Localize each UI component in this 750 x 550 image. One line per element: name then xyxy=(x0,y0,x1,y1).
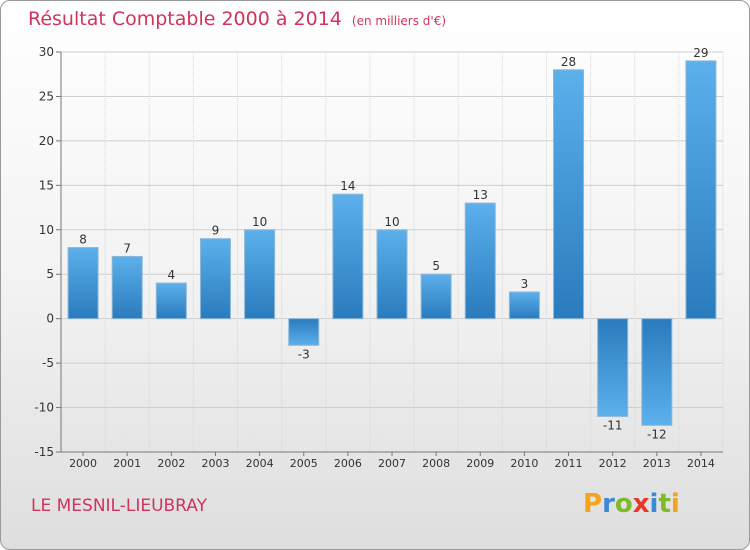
data-label-2008: 5 xyxy=(432,259,440,273)
bar-2007[interactable] xyxy=(376,229,408,320)
chart-title: Résultat Comptable 2000 à 2014 (en millie… xyxy=(28,8,446,30)
y-tick-label: 25 xyxy=(39,89,54,103)
bar-2014[interactable] xyxy=(685,60,717,320)
x-tick-label-2013: 2013 xyxy=(643,457,671,470)
y-tick-label: 15 xyxy=(39,178,54,192)
x-tick-label-2002: 2002 xyxy=(157,457,185,470)
bar-2000[interactable] xyxy=(67,247,99,320)
logo-letter: P xyxy=(583,489,603,519)
x-tick-label-2012: 2012 xyxy=(599,457,627,470)
y-tick-label: -15 xyxy=(34,445,54,459)
x-tick-label-2000: 2000 xyxy=(69,457,97,470)
y-tick-label: 5 xyxy=(46,267,54,281)
x-tick-label-2005: 2005 xyxy=(290,457,318,470)
logo-letter: t xyxy=(658,489,671,519)
logo-letter: o xyxy=(614,489,633,519)
location-label: LE MESNIL-LIEUBRAY xyxy=(31,496,208,516)
chart-title-text: Résultat Comptable 2000 à 2014 xyxy=(28,8,342,30)
x-tick-label-2011: 2011 xyxy=(555,457,583,470)
y-tick-label: -5 xyxy=(42,356,54,370)
data-label-2007: 10 xyxy=(384,215,399,229)
data-label-2013: -12 xyxy=(647,427,667,441)
bar-2013[interactable] xyxy=(641,318,673,426)
data-label-2006: 14 xyxy=(340,179,355,193)
data-label-2004: 10 xyxy=(252,215,267,229)
data-label-2005: -3 xyxy=(298,347,310,361)
data-label-2014: 29 xyxy=(693,46,708,60)
proxiti-logo[interactable]: Proxiti xyxy=(583,489,680,519)
x-tick-label-2007: 2007 xyxy=(378,457,406,470)
data-labels: 8 7 4 9 10 -3 14 10 5 13 3 28 -11 -12 29 xyxy=(79,46,708,441)
x-tick-label-2008: 2008 xyxy=(422,457,450,470)
logo-letter: i xyxy=(649,489,659,519)
x-tick-label-2003: 2003 xyxy=(201,457,229,470)
bar-2006[interactable] xyxy=(332,193,364,320)
logo-letter: r xyxy=(602,489,615,519)
y-tick-label: 10 xyxy=(39,223,54,237)
bar-2009[interactable] xyxy=(464,202,496,320)
bar-2005[interactable] xyxy=(288,318,320,346)
bar-2008[interactable] xyxy=(420,273,452,320)
data-label-2011: 28 xyxy=(561,55,576,69)
data-label-2009: 13 xyxy=(473,188,488,202)
axes: 30 25 20 15 10 5 0 -5 -10 -15 2000 2001 2002 2003 2004… xyxy=(34,45,723,470)
bar-2003[interactable] xyxy=(199,238,231,320)
bar-2012[interactable] xyxy=(597,318,629,417)
logo-letter: x xyxy=(632,489,650,519)
data-label-2010: 3 xyxy=(521,277,529,291)
x-tick-label-2010: 2010 xyxy=(510,457,538,470)
logo-letter: i xyxy=(670,489,680,519)
y-tick-label: 30 xyxy=(39,45,54,59)
data-label-2000: 8 xyxy=(79,233,87,247)
x-tick-label-2006: 2006 xyxy=(334,457,362,470)
data-label-2012: -11 xyxy=(603,418,623,432)
chart-subtitle: (en milliers d'€) xyxy=(351,14,447,28)
x-tick-label-2009: 2009 xyxy=(466,457,494,470)
y-tick-label: 0 xyxy=(46,312,54,326)
data-label-2001: 7 xyxy=(123,241,131,255)
y-tick-label: -10 xyxy=(34,401,54,415)
data-label-2003: 9 xyxy=(212,224,220,238)
x-tick-label-2001: 2001 xyxy=(113,457,141,470)
x-tick-label-2004: 2004 xyxy=(246,457,274,470)
bar-2002[interactable] xyxy=(155,282,187,320)
data-label-2002: 4 xyxy=(168,268,176,282)
bar-2011[interactable] xyxy=(553,69,585,320)
x-tick-label-2014: 2014 xyxy=(687,457,715,470)
bar-2004[interactable] xyxy=(244,229,276,320)
bars xyxy=(67,60,717,426)
bar-2001[interactable] xyxy=(111,255,143,320)
bar-2010[interactable] xyxy=(508,291,540,320)
y-tick-label: 20 xyxy=(39,134,54,148)
